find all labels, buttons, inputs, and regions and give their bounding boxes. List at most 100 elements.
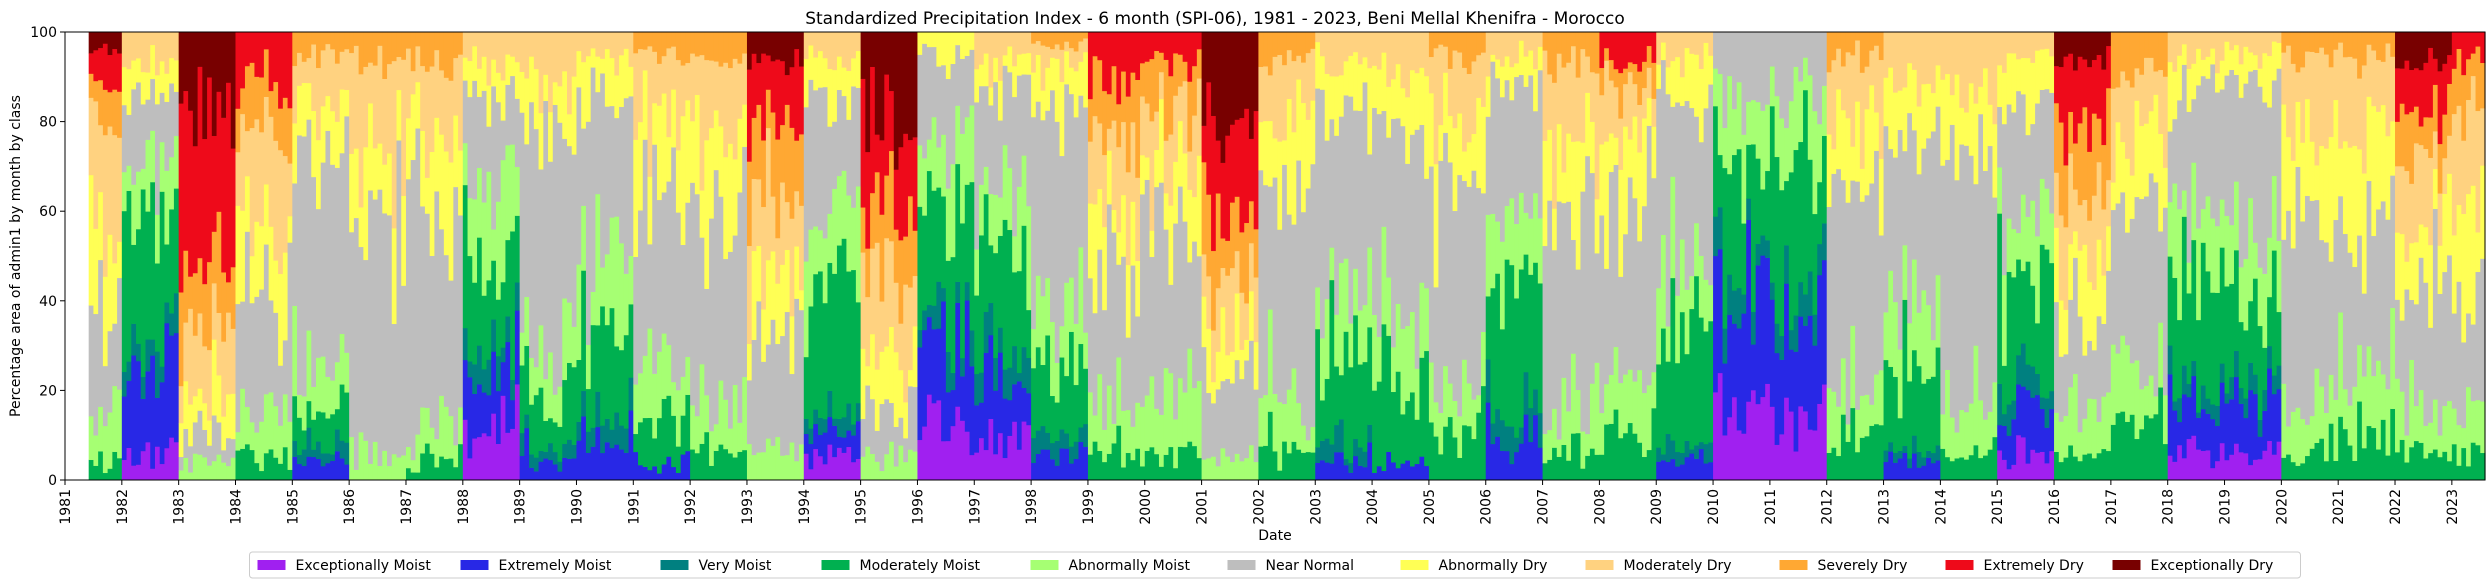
bar-segment	[2447, 83, 2453, 136]
bar-segment	[107, 126, 113, 235]
bar-segment	[571, 154, 578, 327]
bar-segment	[1263, 66, 1269, 122]
bar-segment	[2271, 41, 2278, 81]
bar-segment	[2134, 196, 2140, 361]
bar-segment	[1012, 96, 1018, 237]
bar-segment	[1097, 249, 1103, 375]
bar-segment	[1741, 134, 1747, 224]
bar-segment	[2006, 104, 2013, 219]
bar-segment	[813, 273, 819, 410]
bar-segment	[2096, 118, 2102, 163]
bar-segment	[1973, 345, 1979, 446]
bar-segment	[1604, 383, 1610, 425]
x-tick-label: 1984	[228, 489, 244, 525]
bar-segment	[514, 32, 521, 63]
bar-segment	[505, 432, 511, 481]
bar-segment	[207, 32, 213, 78]
bar-segment	[780, 124, 786, 183]
bar-segment	[1660, 234, 1667, 329]
bar-segment	[889, 32, 895, 92]
bar-segment	[647, 32, 653, 47]
bar-segment	[1930, 376, 1937, 454]
bar-segment	[1627, 369, 1634, 424]
bar-segment	[2390, 175, 2396, 309]
bar-segment	[1239, 117, 1245, 233]
bar-segment	[216, 91, 222, 212]
bar-segment	[311, 386, 317, 420]
bar-segment	[448, 415, 454, 459]
bar-segment	[567, 32, 573, 115]
bar-segment	[98, 79, 104, 126]
bar-segment	[121, 210, 128, 372]
bar-segment	[1087, 141, 1094, 204]
bar-segment	[1803, 294, 1809, 326]
bar-segment	[969, 32, 975, 50]
bar-segment	[477, 345, 483, 385]
bar-segment	[1732, 154, 1738, 291]
bar-segment	[884, 346, 890, 400]
bar-segment	[495, 390, 502, 445]
bar-segment	[1485, 32, 1492, 77]
bar-segment	[2437, 143, 2443, 194]
bar-segment	[728, 453, 734, 481]
bar-segment	[2110, 344, 2117, 425]
bar-segment	[1125, 172, 1132, 266]
bar-segment	[1670, 106, 1676, 177]
bar-segment	[2125, 421, 2131, 481]
bar-segment	[1050, 442, 1056, 460]
bar-segment	[638, 210, 644, 374]
bar-segment	[2338, 312, 2344, 417]
bar-segment	[1116, 264, 1122, 358]
bar-segment	[1296, 449, 1302, 481]
bar-segment	[2276, 68, 2282, 241]
bar-segment	[1798, 316, 1804, 407]
bar-segment	[1793, 451, 1799, 481]
bar-segment	[1002, 398, 1009, 459]
bar-segment	[282, 394, 289, 448]
bar-segment	[415, 81, 421, 129]
bar-segment	[1821, 223, 1828, 261]
bar-segment	[737, 422, 743, 452]
bar-segment	[472, 46, 478, 81]
bar-segment	[1784, 32, 1790, 129]
bar-segment	[192, 395, 199, 423]
bar-segment	[1983, 170, 1989, 420]
bar-segment	[1343, 458, 1350, 466]
bar-segment	[604, 254, 611, 326]
bar-segment	[600, 32, 606, 59]
bar-segment	[1054, 440, 1061, 466]
bar-segment	[1068, 331, 1075, 447]
bar-segment	[2366, 346, 2372, 427]
bar-segment	[2342, 32, 2349, 58]
bar-segment	[2323, 412, 2330, 462]
bar-segment	[870, 66, 876, 194]
bar-segment	[1883, 359, 1889, 451]
bar-segment	[770, 445, 776, 481]
bar-segment	[1386, 335, 1392, 453]
bar-segment	[429, 427, 435, 454]
bar-segment	[690, 405, 696, 450]
bar-segment	[799, 134, 805, 206]
bar-segment	[1206, 458, 1212, 481]
bar-segment	[979, 32, 985, 65]
bar-segment	[1433, 32, 1439, 49]
bar-segment	[2442, 451, 2448, 481]
bar-segment	[2295, 32, 2301, 73]
bar-segment	[391, 32, 398, 62]
bar-segment	[737, 32, 743, 64]
bar-segment	[1419, 32, 1425, 68]
bar-segment	[2091, 59, 2098, 114]
legend-swatch	[821, 560, 850, 570]
bar-segment	[974, 373, 980, 406]
bar-segment	[2357, 235, 2363, 346]
bar-segment	[1694, 445, 1700, 459]
bar-segment	[1916, 365, 1923, 452]
bar-segment	[1026, 424, 1032, 481]
bar-segment	[2196, 228, 2202, 321]
bar-segment	[1258, 397, 1264, 447]
bar-segment	[799, 66, 805, 135]
bar-segment	[439, 70, 445, 135]
bar-segment	[150, 78, 156, 131]
bar-segment	[529, 101, 535, 359]
bar-segment	[1078, 41, 1084, 62]
